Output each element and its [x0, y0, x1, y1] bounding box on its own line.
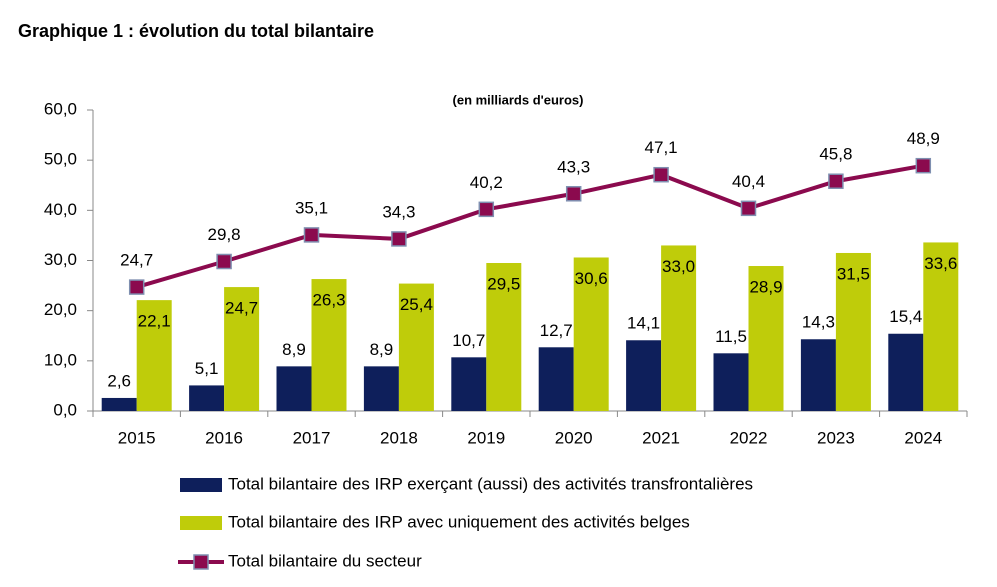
- legend-swatch: [180, 478, 222, 492]
- value-label: 24,7: [225, 299, 258, 318]
- bar: [451, 357, 487, 411]
- value-label: 26,3: [312, 291, 345, 310]
- y-tick-label: 60,0: [44, 99, 77, 118]
- bar: [136, 300, 172, 411]
- x-tick-label: 2015: [118, 428, 156, 447]
- value-label: 5,1: [195, 359, 219, 378]
- chart-subtitle: (en milliards d'euros): [453, 92, 584, 107]
- value-label: 14,1: [627, 314, 660, 333]
- bar: [626, 340, 662, 411]
- bar: [311, 279, 347, 411]
- line-marker: [216, 253, 232, 270]
- bar: [398, 283, 434, 411]
- bar: [538, 347, 574, 411]
- y-tick-label: 40,0: [44, 200, 77, 219]
- x-tick-label: 2021: [642, 428, 680, 447]
- x-tick-label: 2022: [730, 428, 768, 447]
- value-label: 29,8: [208, 225, 241, 244]
- bar: [713, 353, 749, 411]
- y-tick-label: 50,0: [44, 150, 77, 169]
- value-label: 22,1: [138, 312, 171, 331]
- value-label: 12,7: [540, 321, 573, 340]
- value-label: 47,1: [645, 138, 678, 157]
- line-marker: [478, 201, 495, 218]
- x-tick-label: 2020: [555, 428, 593, 447]
- bar: [661, 245, 697, 411]
- bar: [923, 242, 959, 411]
- line-marker: [565, 186, 582, 202]
- bar: [101, 397, 137, 411]
- value-label: 8,9: [370, 340, 394, 359]
- legend-label: Total bilantaire du secteur: [228, 551, 422, 570]
- legend-swatch: [193, 554, 209, 570]
- bar: [573, 257, 609, 411]
- line-marker: [653, 166, 669, 183]
- value-label: 45,8: [819, 145, 852, 164]
- bar: [363, 366, 399, 411]
- value-label: 33,0: [662, 257, 695, 276]
- x-tick-label: 2023: [817, 428, 855, 447]
- value-label: 33,6: [924, 254, 957, 273]
- line-marker: [915, 157, 932, 174]
- bar: [888, 333, 924, 411]
- line-marker: [303, 227, 320, 243]
- value-label: 40,4: [732, 172, 765, 191]
- value-label: 15,4: [889, 307, 922, 326]
- x-tick-label: 2019: [467, 428, 505, 447]
- x-tick-label: 2024: [904, 428, 942, 447]
- line-marker: [128, 279, 145, 295]
- value-label: 31,5: [837, 264, 870, 283]
- value-label: 35,1: [295, 198, 328, 217]
- y-tick-label: 20,0: [44, 300, 77, 319]
- x-tick-label: 2016: [205, 428, 243, 447]
- legend-label: Total bilantaire des IRP avec uniquement…: [228, 512, 690, 531]
- value-label: 24,7: [120, 251, 153, 270]
- line-marker: [828, 173, 844, 189]
- bar: [486, 263, 522, 411]
- value-label: 10,7: [452, 331, 485, 350]
- bar: [800, 339, 836, 411]
- y-tick-label: 30,0: [44, 250, 77, 269]
- value-label: 8,9: [282, 340, 306, 359]
- value-label: 30,6: [575, 269, 608, 288]
- bar: [835, 252, 871, 411]
- line-marker: [740, 200, 757, 217]
- legend-swatch: [180, 516, 222, 530]
- bar: [276, 366, 312, 411]
- value-label: 48,9: [907, 129, 940, 148]
- value-label: 40,2: [470, 173, 503, 192]
- value-label: 29,5: [487, 274, 520, 293]
- value-label: 28,9: [749, 278, 782, 297]
- value-label: 2,6: [107, 371, 131, 390]
- value-label: 34,3: [382, 202, 415, 221]
- value-label: 43,3: [557, 157, 590, 176]
- y-tick-label: 0,0: [53, 400, 77, 419]
- bar: [189, 385, 225, 411]
- y-tick-label: 10,0: [44, 350, 77, 369]
- line-marker: [391, 231, 407, 247]
- bar: [748, 266, 784, 411]
- bar: [224, 287, 260, 411]
- value-label: 25,4: [400, 295, 433, 314]
- value-label: 11,5: [715, 327, 747, 346]
- legend-label: Total bilantaire des IRP exerçant (aussi…: [228, 474, 753, 493]
- chart-title: Graphique 1 : évolution du total bilanta…: [18, 21, 374, 41]
- x-tick-label: 2017: [293, 428, 331, 447]
- line: [136, 163, 924, 290]
- value-label: 14,3: [802, 313, 835, 332]
- x-tick-label: 2018: [380, 428, 418, 447]
